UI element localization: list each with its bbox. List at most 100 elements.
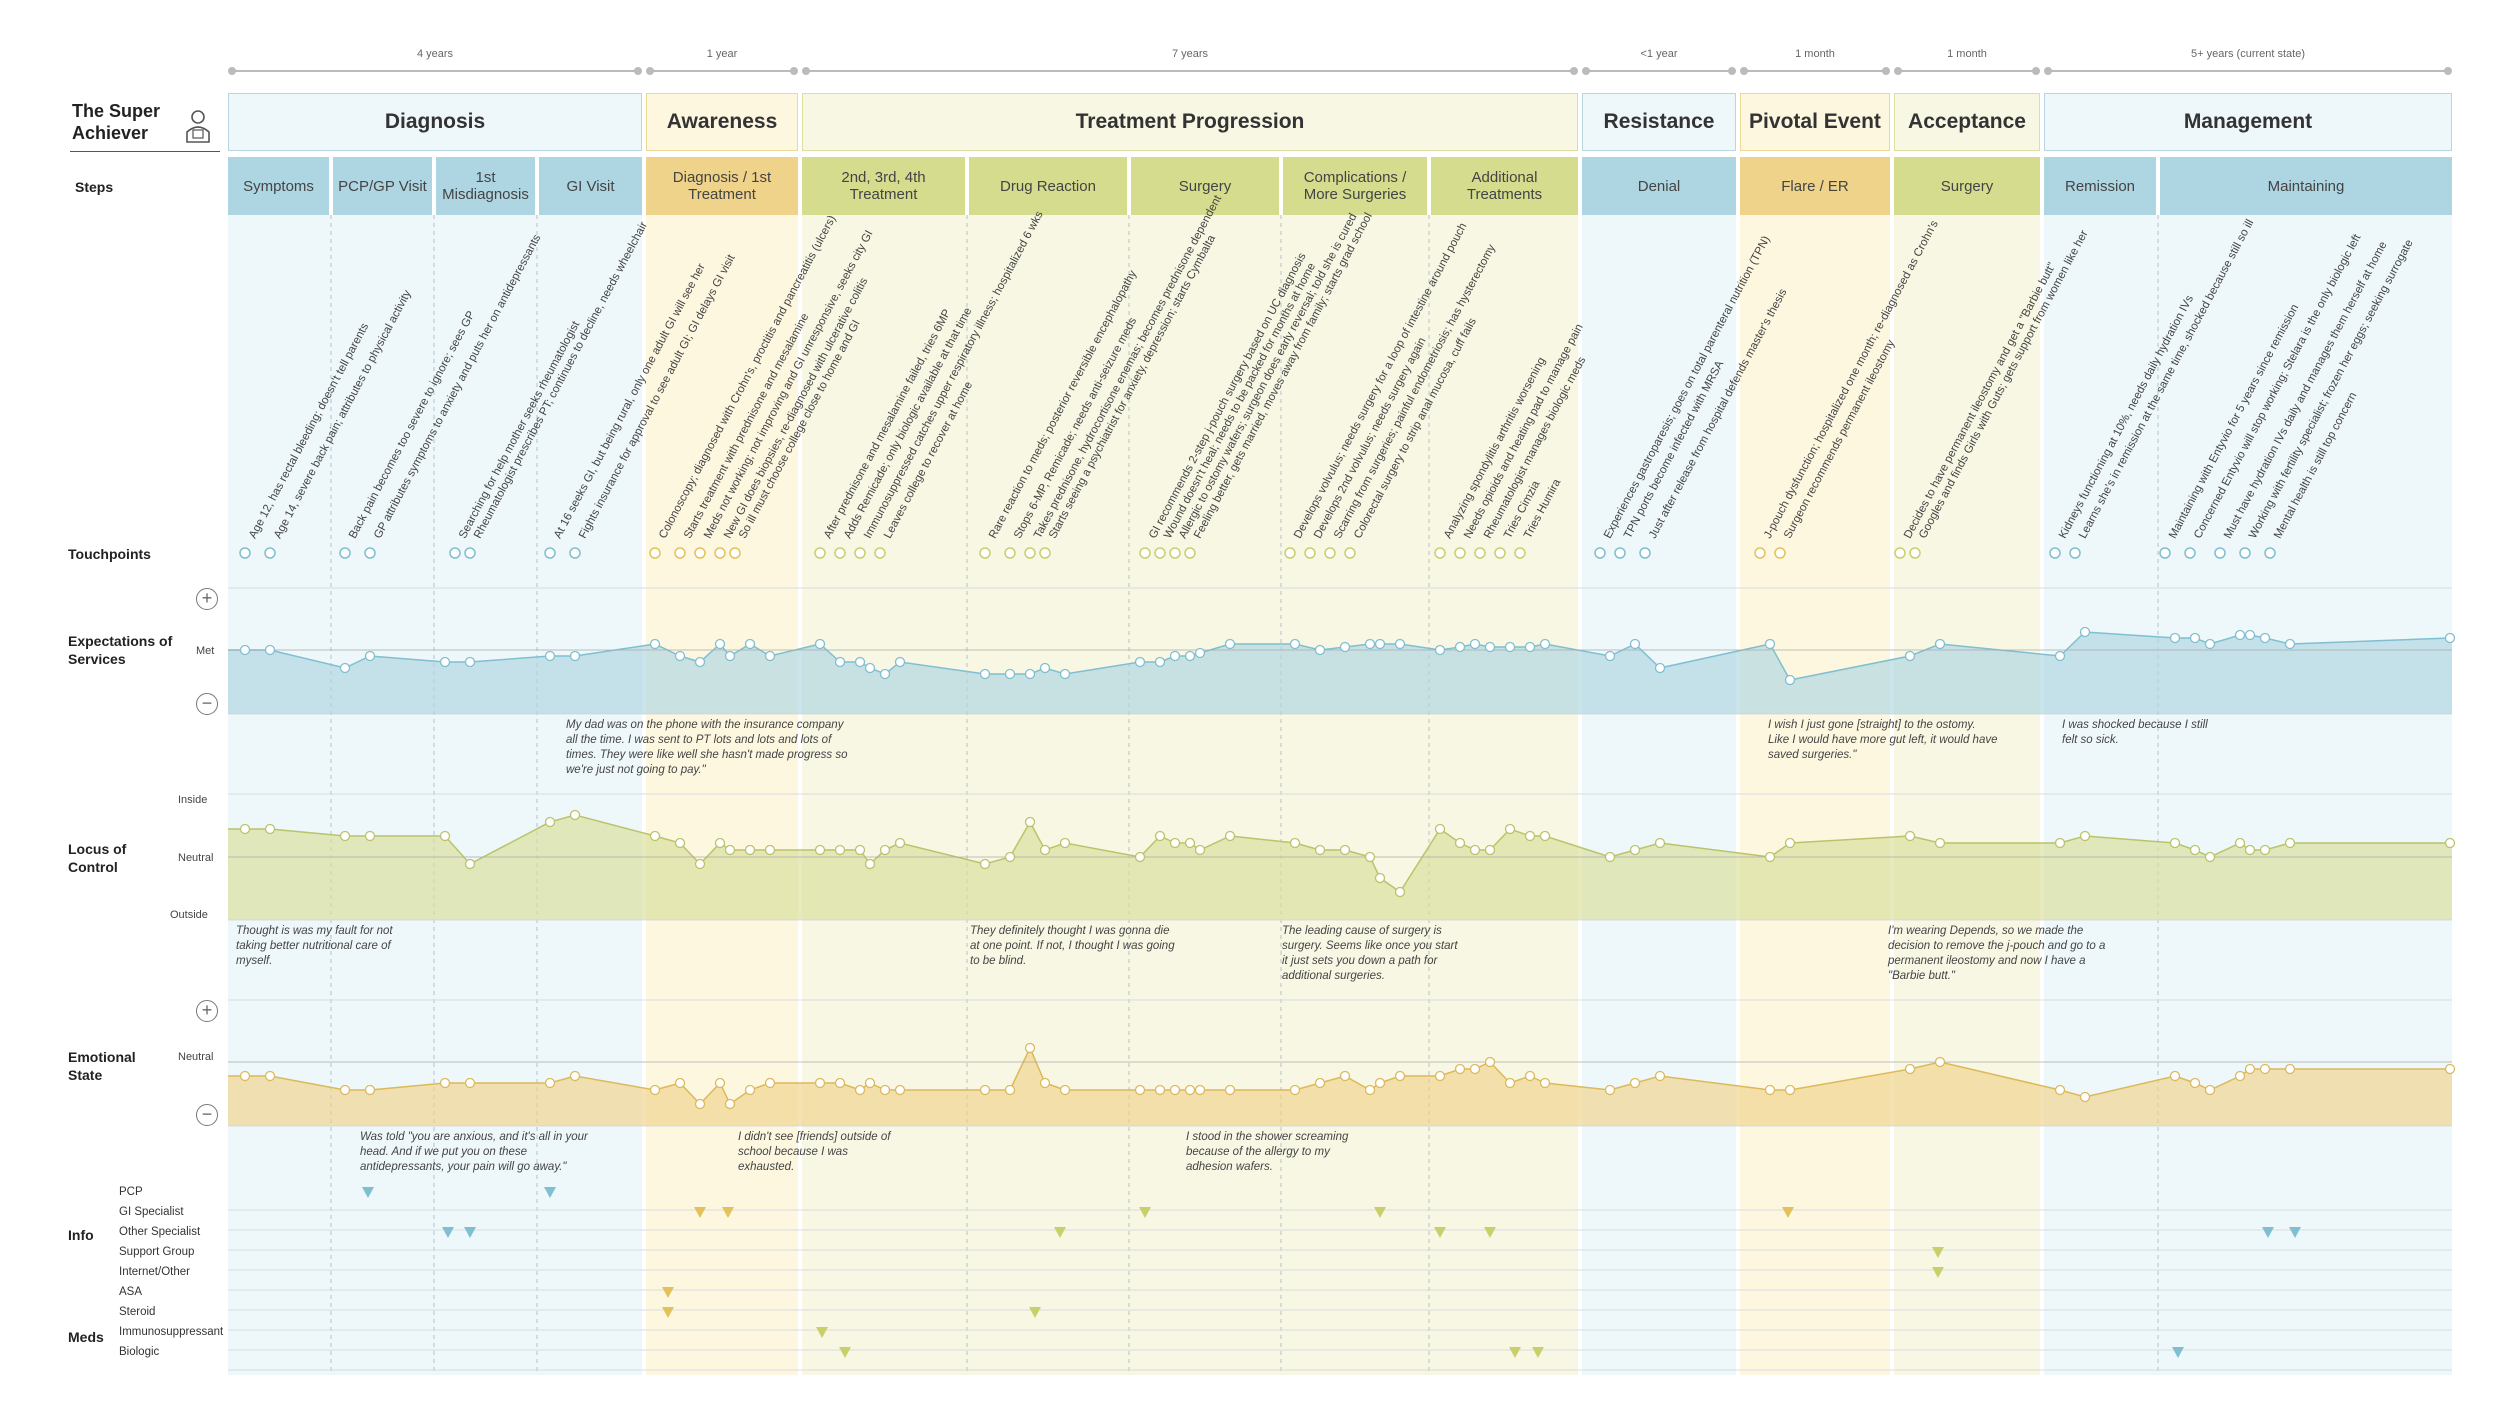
touchpoint-dot: [1434, 547, 1446, 559]
data-point: [879, 1084, 891, 1096]
data-point: [1629, 844, 1641, 856]
data-point: [1654, 1070, 1666, 1082]
data-point: [1764, 638, 1776, 650]
duration-treatment: 7 years: [1171, 48, 1209, 60]
step-more-treatment: 2nd, 3rd, 4th Treatment: [802, 157, 965, 215]
data-point: [864, 662, 876, 674]
info-internet-other: Internet/Other: [119, 1266, 190, 1278]
touchpoint-dot: [649, 547, 661, 559]
info-marker: [1532, 1347, 1544, 1358]
touchpoint-dot: [2159, 547, 2171, 559]
data-point: [1524, 830, 1536, 842]
data-point: [2444, 1063, 2456, 1075]
label-info: Info: [68, 1227, 94, 1243]
series-area: [228, 815, 2452, 920]
data-point: [1539, 638, 1551, 650]
data-point: [1024, 1042, 1036, 1054]
data-point: [1154, 656, 1166, 668]
data-point: [979, 1084, 991, 1096]
data-point: [2189, 844, 2201, 856]
label-locus: Locus of Control: [68, 841, 127, 875]
met-label: Met: [196, 645, 215, 657]
med-biologic: Biologic: [119, 1346, 160, 1358]
data-point: [2284, 837, 2296, 849]
data-point: [854, 1084, 866, 1096]
data-point: [2444, 632, 2456, 644]
data-point: [894, 1084, 906, 1096]
info-marker: [839, 1347, 851, 1358]
data-point: [979, 668, 991, 680]
data-point: [1604, 1084, 1616, 1096]
touchpoint-dot: [1304, 547, 1316, 559]
data-point: [239, 1070, 251, 1082]
info-marker: [1932, 1267, 1944, 1278]
series-area: [228, 1048, 2452, 1126]
duration-diagnosis: 4 years: [416, 48, 454, 60]
label-meds: Meds: [68, 1329, 104, 1345]
touchpoint-dot: [1344, 547, 1356, 559]
data-point: [2189, 632, 2201, 644]
data-point: [674, 650, 686, 662]
data-point: [2079, 626, 2091, 638]
data-point: [1024, 816, 1036, 828]
info-marker: [2262, 1227, 2274, 1238]
data-point: [764, 1077, 776, 1089]
touchpoint-dot: [1754, 547, 1766, 559]
data-point: [339, 830, 351, 842]
data-point: [464, 858, 476, 870]
data-point: [1484, 1056, 1496, 1068]
data-point: [714, 1077, 726, 1089]
step-drug-reaction: Drug Reaction: [969, 157, 1127, 215]
data-point: [1784, 674, 1796, 686]
data-point: [2234, 837, 2246, 849]
data-point: [694, 656, 706, 668]
touchpoint-dot: [1184, 547, 1196, 559]
label-steps: Steps: [75, 179, 114, 195]
step-misdiagnosis: 1st Misdiagnosis: [436, 157, 535, 215]
data-point: [1934, 1056, 1946, 1068]
data-point: [1374, 872, 1386, 884]
touchpoint-dot: [569, 547, 581, 559]
data-point: [2204, 851, 2216, 863]
data-point: [2244, 844, 2256, 856]
data-point: [1169, 650, 1181, 662]
data-point: [814, 638, 826, 650]
data-point: [439, 656, 451, 668]
data-point: [894, 656, 906, 668]
emotional-minus-icon: −: [196, 1104, 218, 1126]
data-point: [239, 823, 251, 835]
info-marker: [1782, 1207, 1794, 1218]
touchpoint-dot: [1474, 547, 1486, 559]
step-pcp-visit: PCP/GP Visit: [333, 157, 432, 215]
treatment-bg: [802, 215, 1578, 1375]
data-point: [1374, 638, 1386, 650]
touchpoint-dot: [2239, 547, 2251, 559]
info-marker: [2289, 1227, 2301, 1238]
data-point: [569, 1070, 581, 1082]
touchpoint-dot: [1454, 547, 1466, 559]
touchpoint-dot: [2264, 547, 2276, 559]
step-additional-treatments: Additional Treatments: [1431, 157, 1578, 215]
quote-surgery: The leading cause of surgery is surgery.…: [1282, 925, 1458, 982]
data-point: [1134, 851, 1146, 863]
data-point: [1224, 830, 1236, 842]
data-point: [1194, 647, 1206, 659]
data-point: [2079, 830, 2091, 842]
data-point: [854, 844, 866, 856]
pivotal-bg: [1740, 215, 1890, 1375]
label-expectations: Expectations of Services: [68, 633, 173, 667]
touchpoint-dot: [1514, 547, 1526, 559]
quote-depends: I'm wearing Depends, so we made the deci…: [1888, 925, 2106, 982]
data-point: [1004, 1084, 1016, 1096]
data-point: [2169, 632, 2181, 644]
data-point: [1654, 662, 1666, 674]
touchpoint-dot: [1284, 547, 1296, 559]
touchpoint-dot: [464, 547, 476, 559]
data-point: [1539, 1077, 1551, 1089]
quote-anxious: Was told "you are anxious, and it's all …: [360, 1131, 588, 1173]
data-point: [744, 1084, 756, 1096]
duration-resistance: <1 year: [1640, 48, 1678, 60]
data-point: [1194, 844, 1206, 856]
duration-pivotal: 1 month: [1795, 48, 1835, 60]
data-point: [364, 650, 376, 662]
